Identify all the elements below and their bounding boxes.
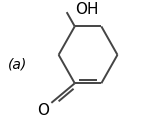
Text: OH: OH: [75, 2, 98, 17]
Text: (a): (a): [8, 57, 27, 71]
Text: O: O: [37, 103, 49, 118]
